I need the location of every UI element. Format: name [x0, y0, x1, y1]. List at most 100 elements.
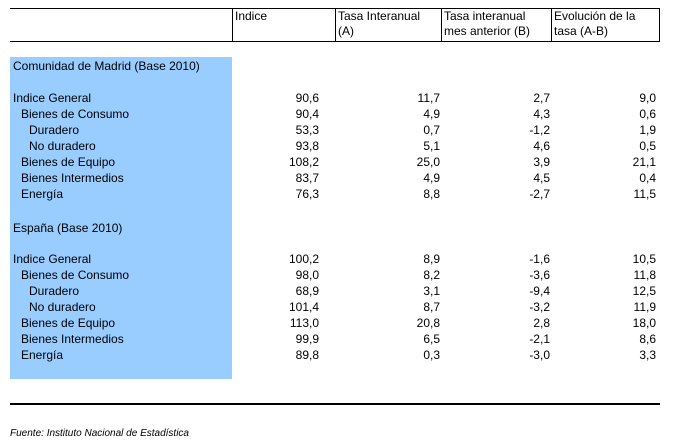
- table-row: Indice General 90,6 11,7 2,7 9,0: [0, 90, 684, 106]
- label-column-background: [10, 57, 232, 379]
- cell-tasa-b: -1,6: [529, 252, 550, 266]
- table-row: Duradero 53,3 0,7 -1,2 1,9: [0, 122, 684, 138]
- cell-tasa-a: 0,3: [423, 348, 440, 362]
- cell-tasa-b: 4,6: [533, 139, 550, 153]
- section-title-row: Comunidad de Madrid (Base 2010): [0, 58, 684, 74]
- cell-indice: 83,7: [295, 171, 319, 185]
- cell-tasa-b: -3,6: [529, 268, 550, 282]
- cell-tasa-b: 4,5: [533, 171, 550, 185]
- header-divider: [335, 8, 336, 42]
- table-row: Indice General 100,2 8,9 -1,6 10,5: [0, 251, 684, 267]
- header-divider: [551, 8, 552, 42]
- row-label: Energía: [21, 187, 64, 201]
- cell-tasa-b: -2,7: [529, 187, 550, 201]
- table-row: Energía 89,8 0,3 -3,0 3,3: [0, 347, 684, 363]
- cell-indice: 90,6: [295, 91, 319, 105]
- cell-evolucion: 0,6: [639, 107, 656, 121]
- row-label: Bienes de Equipo: [21, 316, 116, 330]
- cell-tasa-a: 8,7: [423, 300, 440, 314]
- cell-tasa-a: 0,7: [423, 123, 440, 137]
- source-note: Fuente: Instituto Nacional de Estadístic…: [10, 428, 189, 439]
- row-label: Bienes Intermedios: [21, 171, 124, 185]
- cell-indice: 53,3: [295, 123, 319, 137]
- cell-evolucion: 10,5: [632, 252, 656, 266]
- table-row: No duradero 93,8 5,1 4,6 0,5: [0, 138, 684, 154]
- cell-indice: 93,8: [295, 139, 319, 153]
- cell-tasa-a: 11,7: [417, 91, 440, 105]
- cell-tasa-a: 4,9: [423, 107, 440, 121]
- cell-indice: 113,0: [289, 316, 319, 330]
- row-label: Energía: [21, 348, 64, 362]
- row-label: Indice General: [13, 252, 92, 266]
- row-label: Duradero: [29, 284, 80, 298]
- cell-tasa-b: -9,4: [529, 284, 550, 298]
- row-label: Bienes de Consumo: [21, 107, 130, 121]
- cell-indice: 76,3: [295, 187, 319, 201]
- cell-evolucion: 1,9: [639, 123, 656, 137]
- row-label: Bienes de Equipo: [21, 155, 116, 169]
- cell-evolucion: 9,0: [639, 91, 656, 105]
- table-header: Indice Tasa Interanual (A) Tasa interanu…: [10, 8, 660, 42]
- cell-indice: 99,9: [295, 332, 319, 346]
- table-row: Bienes de Consumo 98,0 8,2 -3,6 11,8: [0, 267, 684, 283]
- cell-indice: 98,0: [295, 268, 319, 282]
- table-row: Bienes de Equipo 113,0 20,8 2,8 18,0: [0, 315, 684, 331]
- row-label: No duradero: [29, 139, 96, 153]
- header-divider: [441, 8, 442, 42]
- section-title: España (Base 2010): [13, 221, 123, 235]
- table-row: Bienes de Equipo 108,2 25,0 3,9 21,1: [0, 154, 684, 170]
- cell-tasa-a: 5,1: [423, 139, 440, 153]
- row-label: Bienes de Consumo: [21, 268, 130, 282]
- section-title-row: España (Base 2010): [0, 220, 684, 236]
- header-tasa-interanual: Tasa Interanual (A): [338, 9, 421, 38]
- cell-evolucion: 8,6: [639, 332, 656, 346]
- cell-tasa-a: 8,2: [423, 268, 440, 282]
- cell-tasa-b: 2,7: [533, 91, 550, 105]
- cell-tasa-b: -1,2: [529, 123, 550, 137]
- cell-evolucion: 0,5: [639, 139, 656, 153]
- cell-tasa-b: -3,2: [529, 300, 550, 314]
- cell-tasa-b: 4,3: [533, 107, 550, 121]
- cell-tasa-a: 6,5: [423, 332, 440, 346]
- cell-evolucion: 12,5: [632, 284, 656, 298]
- table-row: Bienes de Consumo 90,4 4,9 4,3 0,6: [0, 106, 684, 122]
- table-row: Duradero 68,9 3,1 -9,4 12,5: [0, 283, 684, 299]
- cell-evolucion: 18,0: [632, 316, 656, 330]
- cell-evolucion: 11,5: [633, 187, 656, 201]
- row-label: Bienes Intermedios: [21, 332, 124, 346]
- cell-indice: 100,2: [288, 252, 319, 266]
- table-row: Bienes Intermedios 99,9 6,5 -2,1 8,6: [0, 331, 684, 347]
- cell-evolucion: 0,4: [639, 171, 656, 185]
- cell-tasa-a: 25,0: [416, 155, 440, 169]
- table-row: Energía 76,3 8,8 -2,7 11,5: [0, 186, 684, 202]
- cell-tasa-a: 4,9: [423, 171, 440, 185]
- table-row: Bienes Intermedios 83,7 4,9 4,5 0,4: [0, 170, 684, 186]
- table-bottom-rule: [10, 403, 660, 405]
- cell-evolucion: 11,8: [633, 268, 656, 282]
- header-evolucion: Evolución de la tasa (A-B): [554, 9, 636, 38]
- cell-tasa-a: 8,8: [423, 187, 440, 201]
- row-label: Indice General: [13, 91, 92, 105]
- cell-tasa-b: 2,8: [533, 316, 550, 330]
- header-divider: [232, 8, 233, 42]
- cell-evolucion: 11,9: [633, 300, 656, 314]
- cell-indice: 101,4: [288, 300, 319, 314]
- header-indice: Indice: [235, 9, 268, 23]
- cell-tasa-b: -3,0: [529, 348, 550, 362]
- cell-tasa-b: -2,1: [529, 332, 550, 346]
- header-divider: [659, 8, 660, 42]
- cell-tasa-a: 3,1: [423, 284, 440, 298]
- cell-evolucion: 21,1: [632, 155, 656, 169]
- cell-tasa-a: 8,9: [423, 252, 440, 266]
- cell-evolucion: 3,3: [639, 348, 656, 362]
- cell-indice: 89,8: [295, 348, 319, 362]
- section-title: Comunidad de Madrid (Base 2010): [13, 59, 200, 73]
- row-label: No duradero: [29, 300, 96, 314]
- cell-indice: 90,4: [295, 107, 319, 121]
- row-label: Duradero: [29, 123, 80, 137]
- cell-indice: 68,9: [295, 284, 319, 298]
- cell-indice: 108,2: [288, 155, 319, 169]
- cell-tasa-a: 20,8: [416, 316, 440, 330]
- header-tasa-mes-anterior: Tasa interanual mes anterior (B): [444, 9, 531, 38]
- cell-tasa-b: 3,9: [533, 155, 550, 169]
